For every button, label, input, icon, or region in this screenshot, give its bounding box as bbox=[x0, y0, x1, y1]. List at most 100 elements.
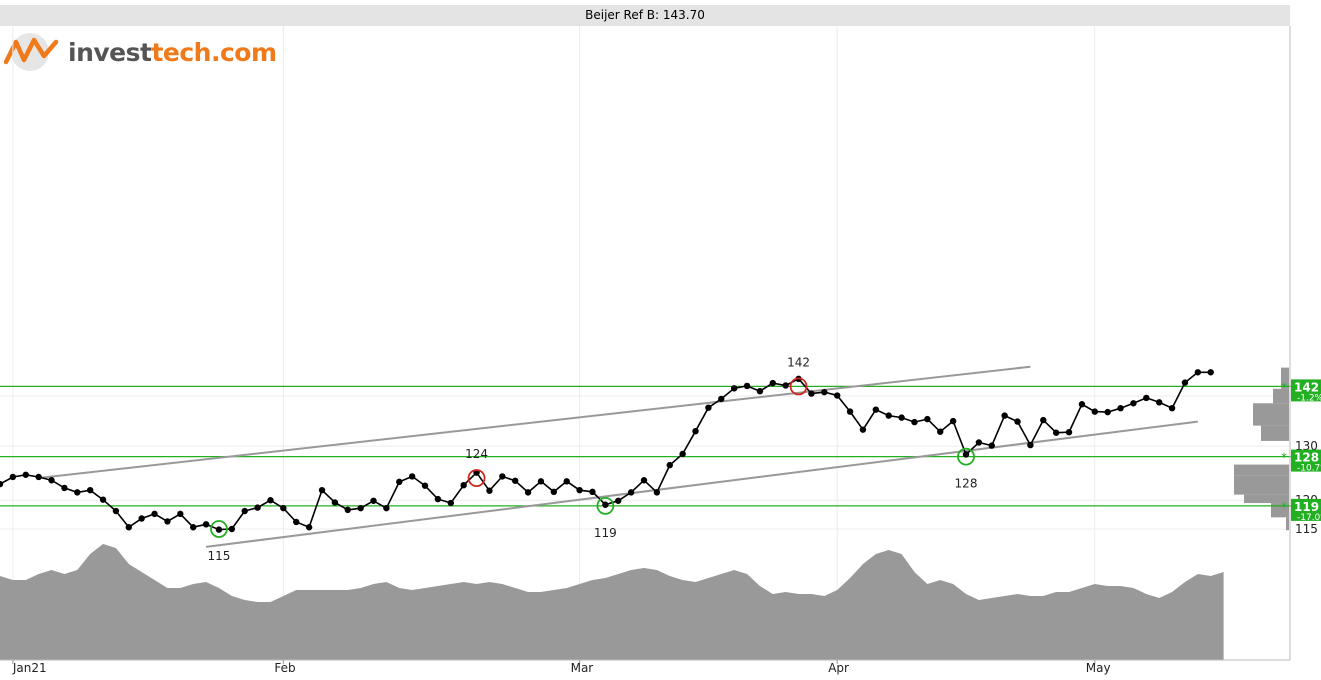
level-tag: * 119-17.0% bbox=[1281, 498, 1321, 523]
price-point bbox=[228, 525, 236, 533]
price-point bbox=[357, 504, 364, 512]
price-point bbox=[9, 473, 17, 481]
price-point bbox=[86, 486, 94, 494]
price-point bbox=[1181, 379, 1189, 386]
logo-text-invest: invest bbox=[68, 37, 152, 67]
price-point bbox=[1104, 408, 1111, 416]
price-point bbox=[1065, 429, 1073, 436]
pivot-label: 128 bbox=[955, 477, 978, 491]
level-tags: * 142-1.2% * 128-10.7% * 119-17.0% bbox=[1281, 379, 1321, 523]
level-star: * bbox=[1281, 380, 1287, 394]
x-tick-label: Jan21 bbox=[12, 661, 47, 675]
price-point bbox=[589, 488, 596, 496]
price-point bbox=[1130, 400, 1137, 407]
price-point bbox=[627, 489, 635, 496]
price-point bbox=[1156, 399, 1163, 406]
price-point bbox=[280, 504, 287, 512]
pivot-label: 142 bbox=[787, 355, 810, 369]
price-point bbox=[692, 427, 699, 435]
price-point bbox=[434, 495, 442, 503]
level-star: * bbox=[1281, 500, 1287, 514]
price-point bbox=[177, 510, 184, 518]
price-point bbox=[112, 507, 120, 515]
price-point bbox=[1052, 429, 1060, 436]
price-point bbox=[937, 428, 944, 435]
price-point bbox=[344, 506, 351, 514]
price-point bbox=[1207, 369, 1214, 376]
price-point bbox=[1014, 418, 1021, 425]
support-resistance-lines bbox=[0, 385, 1321, 507]
level-tag: * 142-1.2% bbox=[1281, 379, 1321, 403]
price-point bbox=[653, 489, 661, 496]
price-point bbox=[190, 524, 197, 531]
investtech-logo: investtech.com bbox=[4, 30, 277, 74]
price-point bbox=[318, 486, 326, 494]
price-point bbox=[666, 461, 673, 469]
x-tick-label: Apr bbox=[828, 661, 849, 675]
price-point bbox=[408, 473, 416, 480]
price-point bbox=[267, 497, 274, 504]
price-point bbox=[537, 478, 545, 485]
price-point bbox=[602, 501, 609, 508]
pivot-marker bbox=[210, 520, 228, 538]
axes: 115120130140Jan21FebMarAprMay bbox=[0, 26, 1318, 675]
pivot-marker bbox=[789, 377, 808, 396]
price-point bbox=[1040, 416, 1047, 424]
price-point bbox=[834, 392, 841, 399]
price-point bbox=[962, 451, 970, 458]
price-point bbox=[202, 521, 210, 528]
logo-text-tech: tech.com bbox=[151, 37, 277, 67]
grid bbox=[0, 26, 1290, 660]
price-point bbox=[615, 497, 622, 504]
histogram-bar bbox=[1286, 517, 1289, 531]
price-point bbox=[1117, 404, 1124, 412]
price-point bbox=[885, 412, 892, 419]
price-point bbox=[138, 515, 145, 522]
price-point bbox=[48, 477, 55, 484]
price-point bbox=[486, 487, 493, 494]
price-point bbox=[1091, 408, 1099, 415]
price-point bbox=[524, 489, 532, 496]
price-point bbox=[911, 418, 918, 426]
level-tag-pct: -17.0% bbox=[1297, 513, 1321, 523]
price-point bbox=[99, 496, 107, 503]
price-point bbox=[821, 388, 828, 396]
level-tag-pct: -1.2% bbox=[1297, 393, 1321, 403]
level-tag-box bbox=[1291, 449, 1321, 472]
price-point bbox=[576, 486, 583, 494]
histogram-bar bbox=[1271, 503, 1289, 518]
pivot-marker bbox=[957, 447, 975, 466]
price-point bbox=[1001, 412, 1008, 419]
y-tick-label: 115 bbox=[1295, 522, 1318, 536]
histogram-bar bbox=[1234, 475, 1289, 495]
pivot-marker bbox=[596, 496, 615, 515]
histogram-bar bbox=[1273, 388, 1289, 404]
price-point bbox=[293, 518, 300, 526]
level-tag-price: 142 bbox=[1294, 380, 1319, 394]
price-point bbox=[241, 507, 248, 515]
price-point bbox=[898, 414, 905, 421]
price-point bbox=[756, 387, 764, 395]
price-point bbox=[499, 473, 506, 480]
price-point bbox=[74, 489, 81, 496]
histogram-bar bbox=[1234, 464, 1289, 476]
level-star: * bbox=[1281, 451, 1287, 465]
price-series bbox=[0, 369, 1214, 533]
chart-title: Beijer Ref B: 143.70 bbox=[0, 5, 1290, 26]
x-tick-label: Mar bbox=[571, 661, 594, 675]
pivot-marker bbox=[467, 469, 486, 487]
price-point bbox=[370, 497, 377, 504]
price-point bbox=[151, 510, 158, 518]
price-point bbox=[705, 404, 712, 411]
price-point bbox=[215, 526, 223, 533]
x-tick-label: May bbox=[1086, 661, 1111, 675]
price-point bbox=[924, 415, 931, 423]
price-point bbox=[563, 478, 570, 485]
pivot-label: 124 bbox=[465, 447, 488, 461]
histogram-bar bbox=[1253, 403, 1289, 426]
price-point bbox=[782, 382, 789, 389]
price-point bbox=[1027, 441, 1034, 449]
price-point bbox=[164, 518, 171, 525]
level-tag-price: 128 bbox=[1294, 451, 1319, 465]
